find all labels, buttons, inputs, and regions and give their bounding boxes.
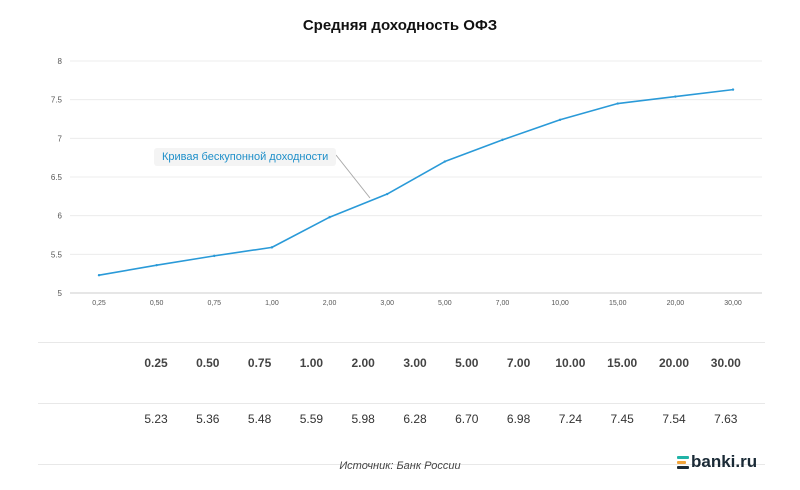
table-header-cell: 7.00 (506, 356, 531, 370)
table-value-cell: 5.23 (144, 412, 168, 426)
y-tick-label: 5 (58, 289, 63, 298)
table-value-cell: 7.45 (610, 412, 634, 426)
x-tick-label: 1,00 (265, 300, 279, 307)
y-tick-label: 7 (58, 134, 63, 143)
x-tick-label: 0,25 (92, 300, 106, 307)
data-point (616, 102, 619, 105)
data-point (213, 254, 216, 258)
series-line (98, 88, 734, 277)
x-tick-label: 30,00 (724, 300, 742, 307)
source-note: Источник: Банк России (339, 460, 461, 472)
x-tick-label: 7,00 (496, 300, 510, 307)
table-header-cell: 15.00 (607, 356, 638, 370)
table-value-cell: 7.63 (714, 412, 738, 426)
table-header-cell: 10.00 (555, 356, 586, 370)
table-value-cell: 6.70 (455, 412, 479, 426)
series-layer (97, 88, 735, 277)
chart-title: Средняя доходность ОФЗ (302, 17, 498, 34)
table-value-cell: 5.48 (247, 412, 272, 426)
callout-leader-line (335, 154, 371, 199)
x-tick-label: 2,00 (323, 300, 337, 307)
data-point (328, 216, 331, 219)
table-header-cell: 2.00 (351, 356, 375, 370)
yield-data-table: 0.25 0.50 0.75 1.00 2.00 3.00 5.00 7.00 10.00 15.… (38, 342, 765, 465)
x-tick-label: 0,50 (150, 300, 164, 307)
series-label-callout: Кривая бескупонной доходности (154, 148, 337, 166)
table-header-cell: 0.25 (144, 356, 168, 370)
table-header-cell: 0.75 (247, 356, 272, 370)
x-tick-label: 5,00 (438, 300, 452, 307)
table-header-cell: 1.00 (299, 356, 324, 370)
data-point (97, 274, 101, 277)
table-value-cell: 6.28 (403, 412, 427, 426)
y-axis-ticks: 5 5.5 6 6.5 7 7.5 8 (51, 57, 63, 298)
table-header-cell: 20.00 (658, 356, 690, 370)
table-header-cell: 5.00 (455, 356, 479, 370)
y-tick-label: 5.5 (51, 250, 63, 259)
y-tick-label: 7.5 (51, 96, 63, 105)
table-value-cell: 5.98 (351, 412, 375, 426)
data-point (674, 95, 677, 98)
table-header-cell: 3.00 (403, 356, 427, 370)
x-tick-label: 0,75 (207, 300, 221, 307)
table-value-cell: 5.36 (196, 412, 220, 426)
data-point (443, 160, 447, 163)
data-point (558, 118, 562, 121)
data-point (501, 138, 504, 142)
table-header-cell: 30.00 (710, 356, 741, 370)
data-point (731, 88, 735, 91)
y-tick-label: 6.5 (51, 173, 63, 182)
x-tick-label: 10,00 (551, 300, 569, 307)
table-value-cell: 6.98 (506, 412, 531, 426)
table-value-cell: 5.59 (299, 412, 324, 426)
table-header-row: 0.25 0.50 0.75 1.00 2.00 3.00 5.00 7.00 10.00 15.… (38, 342, 765, 403)
table-value-row: 5.23 5.36 5.48 5.59 5.98 6.28 6.70 6.98 7.24 7.45… (38, 403, 765, 465)
banki-logo-text: banki.ru (691, 452, 758, 471)
y-tick-label: 8 (58, 57, 63, 66)
yield-line-chart: 5 5.5 6 6.5 7 7.5 8 0,25 0,50 0,75 1,00 2,00 3,00 5,… (51, 57, 762, 307)
table-value-cell: 7.24 (558, 412, 583, 426)
x-tick-label: 3,00 (380, 300, 394, 307)
data-point (155, 263, 158, 267)
x-tick-label: 15,00 (609, 300, 627, 307)
table-value-cell: 7.54 (662, 412, 686, 426)
banki-logo-mark-icon (677, 454, 689, 470)
y-tick-label: 6 (58, 212, 63, 221)
table-header-cell: 0.50 (196, 356, 220, 370)
x-axis-ticks: 0,25 0,50 0,75 1,00 2,00 3,00 5,00 7,00 10,00 15,… (92, 300, 742, 307)
x-tick-label: 20,00 (667, 300, 685, 307)
banki-logo: banki.ru (677, 452, 757, 472)
data-point (385, 192, 389, 196)
data-point (270, 246, 274, 249)
